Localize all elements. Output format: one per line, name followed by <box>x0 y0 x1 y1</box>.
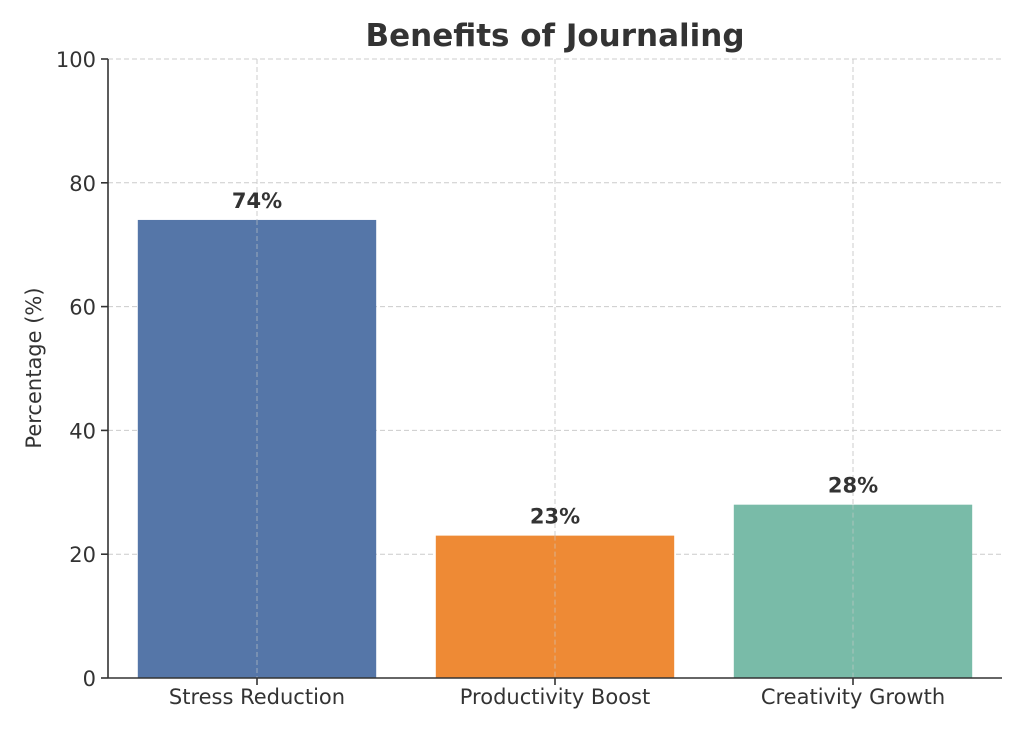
y-tick-label: 80 <box>69 172 96 196</box>
chart-title: Benefits of Journaling <box>365 18 744 54</box>
y-tick-label: 100 <box>56 48 96 72</box>
bar-value-label: 28% <box>828 474 878 498</box>
y-tick-label: 60 <box>69 296 96 320</box>
y-tick-label: 0 <box>83 667 96 691</box>
x-ticks: Stress Reduction Productivity Boost Creati… <box>169 678 945 709</box>
x-tick-label: Stress Reduction <box>169 685 345 709</box>
bar-value-label: 74% <box>232 189 282 213</box>
x-tick-label: Productivity Boost <box>460 685 650 709</box>
y-ticks: 0 20 40 60 80 100 <box>56 48 108 691</box>
bar-value-label: 23% <box>530 505 580 529</box>
y-axis-label: Percentage (%) <box>22 287 46 448</box>
x-tick-label: Creativity Growth <box>761 685 945 709</box>
bars <box>137 219 973 678</box>
y-tick-label: 20 <box>69 543 96 567</box>
y-tick-label: 40 <box>69 419 96 443</box>
bar <box>435 535 675 678</box>
bar-value-labels: 74% 23% 28% <box>232 189 878 529</box>
